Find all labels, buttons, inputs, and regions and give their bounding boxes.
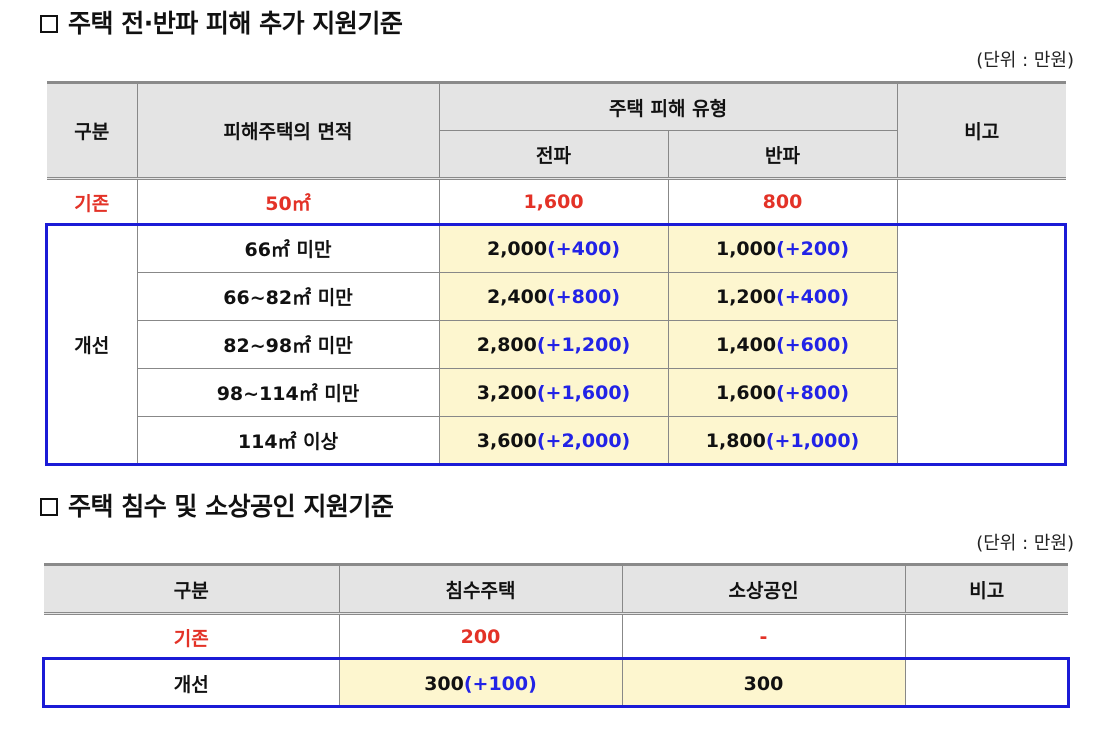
existing-flood: 200 <box>338 613 623 660</box>
section1-unit: (단위 : 만원) <box>976 50 1074 71</box>
table-row: 114㎡ 이상 3,600(+2,000) 1,800(+1,000) <box>47 416 1066 465</box>
header-half: 반파 <box>667 130 898 180</box>
section2-unit: (단위 : 만원) <box>976 533 1074 554</box>
header-flood: 침수주택 <box>338 563 623 615</box>
improved-flood: 300(+100) <box>338 659 623 708</box>
row-area: 82~98㎡ 미만 <box>136 320 440 369</box>
table-row: 82~98㎡ 미만 2,800(+1,200) 1,400(+600) <box>47 320 1066 369</box>
row-full: 2,800(+1,200) <box>438 320 669 369</box>
row-full: 3,200(+1,600) <box>438 368 669 417</box>
row-half: 1,200(+400) <box>667 272 898 321</box>
row-full: 2,400(+800) <box>438 272 669 321</box>
header-note: 비고 <box>904 563 1068 615</box>
flood-business-table: 구분 침수주택 소상공인 비고 기존 200 - 개선 300(+100) 30… <box>44 563 1068 708</box>
existing-label: 기존 <box>47 178 138 225</box>
row-full: 3,600(+2,000) <box>438 416 669 465</box>
improved-label: 개선 <box>44 659 340 708</box>
checkbox-square-icon <box>40 498 58 516</box>
row-area: 98~114㎡ 미만 <box>136 368 440 417</box>
section1-title: 주택 전·반파 피해 추가 지원기준 <box>40 9 403 39</box>
row-area: 66㎡ 미만 <box>136 224 440 273</box>
improved-note <box>896 224 1066 465</box>
header-category: 구분 <box>44 563 340 615</box>
housing-damage-table: 구분 피해주택의 면적 주택 피해 유형 비고 전파 반파 기존 50㎡ 1,6… <box>47 81 1066 465</box>
improved-business: 300 <box>621 659 906 708</box>
existing-note <box>904 613 1068 660</box>
existing-label: 기존 <box>44 613 340 660</box>
row-full: 2,000(+400) <box>438 224 669 273</box>
row-area: 66~82㎡ 미만 <box>136 272 440 321</box>
row-half: 1,600(+800) <box>667 368 898 417</box>
improved-row: 개선 300(+100) 300 <box>44 659 1068 708</box>
row-half: 1,400(+600) <box>667 320 898 369</box>
existing-note <box>896 178 1066 225</box>
section2-title: 주택 침수 및 소상공인 지원기준 <box>40 492 394 522</box>
improved-note <box>904 659 1068 708</box>
header-note: 비고 <box>896 81 1066 180</box>
table-row: 98~114㎡ 미만 3,200(+1,600) 1,600(+800) <box>47 368 1066 417</box>
header-category: 구분 <box>47 81 138 180</box>
existing-business: - <box>621 613 906 660</box>
existing-full: 1,600 <box>438 178 669 225</box>
header-business: 소상공인 <box>621 563 906 615</box>
row-half: 1,000(+200) <box>667 224 898 273</box>
row-half: 1,800(+1,000) <box>667 416 898 465</box>
header-area: 피해주택의 면적 <box>136 81 440 180</box>
existing-half: 800 <box>667 178 898 225</box>
existing-row: 기존 200 - <box>44 613 1068 660</box>
header-full: 전파 <box>438 130 669 180</box>
improved-label: 개선 <box>47 224 138 465</box>
table-row: 개선 66㎡ 미만 2,000(+400) 1,000(+200) <box>47 224 1066 465</box>
existing-row: 기존 50㎡ 1,600 800 <box>47 178 1066 225</box>
row-area: 114㎡ 이상 <box>136 416 440 465</box>
header-damage-type: 주택 피해 유형 <box>438 81 898 131</box>
existing-area: 50㎡ <box>136 178 440 225</box>
table-row: 66~82㎡ 미만 2,400(+800) 1,200(+400) <box>47 272 1066 321</box>
checkbox-square-icon <box>40 15 58 33</box>
